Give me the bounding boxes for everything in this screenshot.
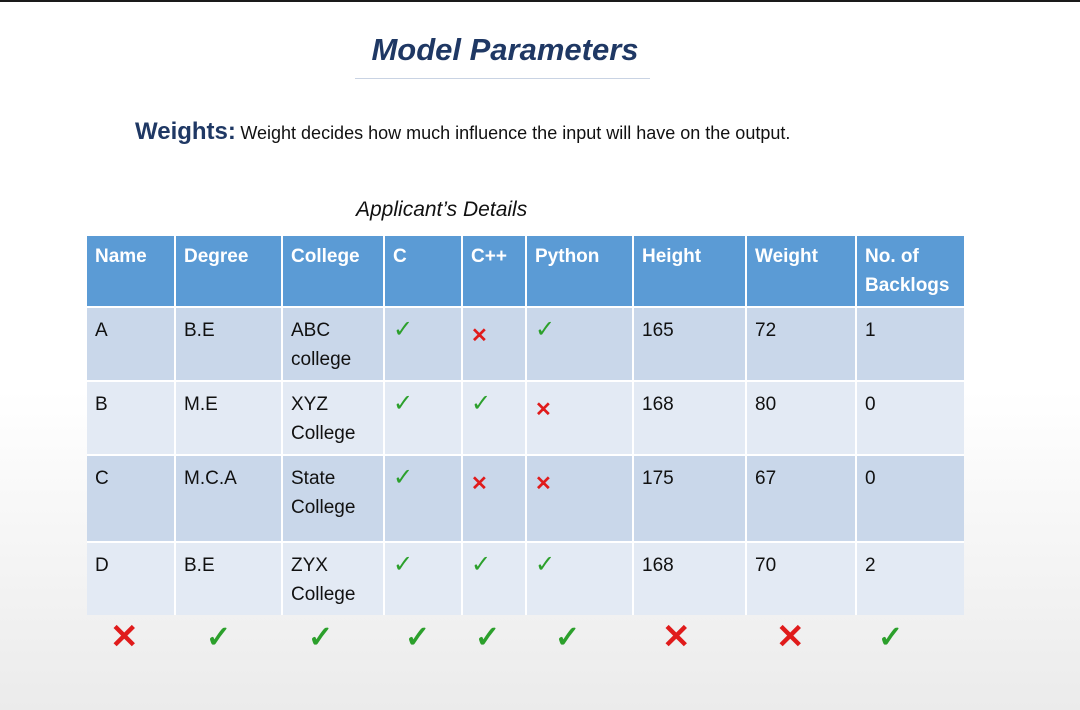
table-row: C M.C.A State College ✓ ✕ ✕ 175 67 0 [87,454,964,542]
cell-name: D [87,541,176,615]
cell-degree: M.C.A [175,454,283,542]
cell-python: ✕ [526,454,634,542]
cross-mark-icon: ✕ [471,325,488,347]
cell-name: B [87,380,176,455]
header-height: Height [633,236,747,307]
header-college: College [282,236,385,307]
cross-mark-icon: ✕ [535,473,552,495]
relevance-mark-height-cross-mark-icon: ✕ [662,618,691,656]
cell-college: ZYX College [282,541,385,615]
cell-height: 168 [633,541,747,615]
relevance-mark-backlogs-check-mark-icon: ✓ [878,621,904,654]
applicant-table: Name Degree College C C++ Python Height … [87,236,964,615]
check-mark-icon: ✓ [393,464,414,491]
cell-backlogs: 1 [856,306,964,381]
relevance-mark-weight-cross-mark-icon: ✕ [776,618,805,656]
check-mark-icon: ✓ [535,316,556,343]
cell-python: ✕ [526,380,634,455]
cross-mark-icon: ✕ [535,399,552,421]
header-degree: Degree [175,236,283,307]
cell-name: A [87,306,176,381]
table-row: B M.E XYZ College ✓ ✓ ✕ 168 80 0 [87,380,964,455]
check-mark-icon: ✓ [393,551,414,578]
title-underline [355,78,650,79]
cross-mark-icon: ✕ [471,473,488,495]
cell-weight: 80 [746,380,857,455]
header-backlogs: No. of Backlogs [856,236,964,307]
weights-label: Weights: [135,118,236,145]
cell-cpp: ✓ [462,541,527,615]
header-cpp: C++ [462,236,527,307]
cell-cpp: ✕ [462,306,527,381]
cell-college: State College [282,454,385,542]
cell-height: 168 [633,380,747,455]
cell-weight: 70 [746,541,857,615]
page-title: Model Parameters [371,32,639,67]
cell-python: ✓ [526,306,634,381]
cell-c: ✓ [384,380,463,455]
relevance-mark-c-check-mark-icon: ✓ [405,621,431,654]
cell-cpp: ✕ [462,454,527,542]
table-caption: Applicant’s Details [356,198,528,221]
cell-degree: M.E [175,380,283,455]
relevance-mark-name-cross-mark-icon: ✕ [110,618,139,656]
table-header-row: Name Degree College C C++ Python Height … [87,236,964,307]
cell-degree: B.E [175,541,283,615]
check-mark-icon: ✓ [535,551,556,578]
header-c: C [384,236,463,307]
cell-backlogs: 0 [856,454,964,542]
cell-name: C [87,454,176,542]
cell-c: ✓ [384,454,463,542]
check-mark-icon: ✓ [471,551,492,578]
cell-backlogs: 2 [856,541,964,615]
cell-c: ✓ [384,541,463,615]
cell-degree: B.E [175,306,283,381]
cell-cpp: ✓ [462,380,527,455]
top-border-line [0,0,1080,2]
cell-height: 165 [633,306,747,381]
relevance-mark-college-check-mark-icon: ✓ [308,621,334,654]
relevance-mark-python-check-mark-icon: ✓ [555,621,581,654]
header-weight: Weight [746,236,857,307]
cell-c: ✓ [384,306,463,381]
cell-backlogs: 0 [856,380,964,455]
header-name: Name [87,236,176,307]
check-mark-icon: ✓ [393,390,414,417]
check-mark-icon: ✓ [471,390,492,417]
header-python: Python [526,236,634,307]
check-mark-icon: ✓ [393,316,414,343]
cell-python: ✓ [526,541,634,615]
cell-college: XYZ College [282,380,385,455]
cell-height: 175 [633,454,747,542]
weights-definition: Weights: Weight decides how much influen… [135,118,790,146]
table-row: D B.E ZYX College ✓ ✓ ✓ 168 70 2 [87,541,964,615]
table-row: A B.E ABC college ✓ ✕ ✓ 165 72 1 [87,306,964,381]
cell-college: ABC college [282,306,385,381]
cell-weight: 72 [746,306,857,381]
relevance-mark-degree-check-mark-icon: ✓ [206,621,232,654]
weights-description: Weight decides how much influence the in… [240,123,791,143]
relevance-mark-cpp-check-mark-icon: ✓ [475,621,501,654]
cell-weight: 67 [746,454,857,542]
